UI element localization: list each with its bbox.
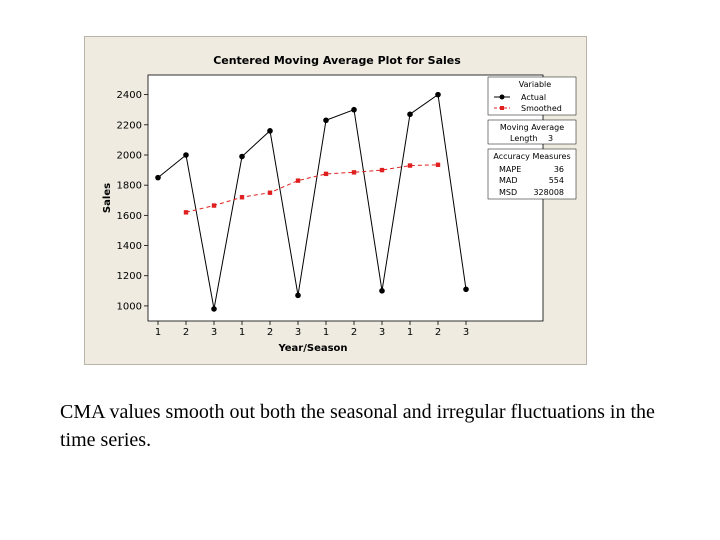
series-line-actual [157,93,467,309]
y-tick-label: 1400 [117,241,142,252]
x-tick-label: 1 [239,327,245,338]
y-tick-label: 1800 [117,181,142,192]
data-point-actual [351,106,357,113]
data-point-smoothed [183,210,189,215]
x-tick-label: 1 [323,327,329,338]
data-point-actual [379,288,385,294]
y-axis-label: Sales [102,183,113,213]
data-point-smoothed [435,162,441,167]
accuracy-box [487,148,577,200]
accuracy-mape-label: MAPE [499,165,521,174]
data-point-actual [211,306,217,312]
accuracy-title: Accuracy Measures [493,152,570,161]
x-axis-label: Year/Season [277,343,347,354]
series-line-smoothed [185,164,439,213]
x-tick-label: 3 [379,327,385,338]
chart-title: Centered Moving Average Plot for Sales [213,54,461,67]
data-point-actual [267,128,273,134]
x-axis-ticks: 1 2 3 1 2 3 1 2 3 1 2 3 [155,321,469,338]
data-point-actual [463,286,469,293]
x-tick-label: 1 [407,327,413,338]
data-point-actual [239,153,245,160]
chart-frame: Centered Moving Average Plot for Sales Y… [84,36,587,365]
x-tick-label: 2 [183,327,189,338]
accuracy-msd-value: 328008 [533,188,564,197]
data-point-smoothed [351,170,357,175]
x-tick-label: 3 [463,327,469,338]
data-point-smoothed [295,178,301,183]
data-point-smoothed [267,190,273,195]
y-axis-ticks: 1000 1200 1400 1600 1800 2000 2200 2400 [117,90,148,312]
data-point-actual [183,152,189,158]
y-tick-label: 2200 [117,120,142,131]
legend-smoothed-label: Smoothed [521,104,562,113]
chart-svg: Centered Moving Average Plot for Sales Y… [102,54,577,354]
x-tick-label: 2 [351,327,357,338]
data-point-smoothed [211,203,217,208]
caption-text: CMA values smooth out both the seasonal … [60,401,655,451]
data-point-actual [323,117,329,124]
y-tick-label: 1600 [117,211,142,222]
data-point-smoothed [407,163,413,168]
x-tick-label: 1 [155,327,161,338]
accuracy-mape-value: 36 [554,165,564,174]
moving-average-length-label: Length [510,134,538,143]
legend-title: Variable [519,80,551,89]
y-tick-label: 1000 [117,301,142,312]
legend-smoothed-marker [500,106,504,110]
data-point-smoothed [239,195,245,200]
x-tick-label: 2 [435,327,441,338]
data-point-actual [155,174,161,181]
data-point-actual [435,91,441,98]
accuracy-msd-label: MSD [499,188,517,197]
accuracy-mad-label: MAD [499,176,518,185]
y-tick-label: 2000 [117,150,142,161]
y-tick-label: 1200 [117,271,142,282]
accuracy-mad-value: 554 [549,176,564,185]
legend-actual-marker [499,94,505,100]
plot-area [147,74,544,322]
y-tick-label: 2400 [117,90,142,101]
moving-average-box [487,119,577,145]
x-tick-label: 3 [211,327,217,338]
data-point-actual [295,292,301,299]
series-layer [155,91,469,312]
moving-average-length-value: 3 [548,134,553,143]
data-point-smoothed [323,171,329,177]
legend-actual-label: Actual [521,93,546,102]
moving-average-title: Moving Average [500,123,564,132]
x-tick-label: 3 [295,327,301,338]
data-point-actual [407,111,413,118]
x-tick-label: 2 [267,327,273,338]
data-point-smoothed [379,167,385,173]
